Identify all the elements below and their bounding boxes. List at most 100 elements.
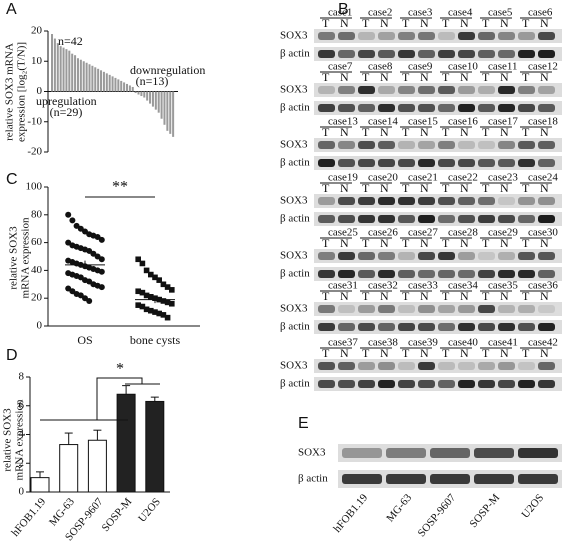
band bbox=[358, 86, 375, 94]
band bbox=[498, 141, 515, 149]
case-label: case10 bbox=[448, 61, 478, 73]
band bbox=[478, 323, 495, 331]
point bbox=[139, 260, 146, 267]
point bbox=[65, 211, 72, 218]
lane-label: T bbox=[362, 125, 370, 139]
lane-label: N bbox=[340, 181, 349, 195]
lane-label: N bbox=[380, 289, 389, 303]
lane-label: N bbox=[540, 16, 549, 30]
case-label: case19 bbox=[328, 172, 358, 184]
y-tick-label: 60 bbox=[31, 236, 43, 248]
bar bbox=[105, 73, 108, 92]
case-label: case37 bbox=[328, 337, 358, 349]
band bbox=[378, 215, 395, 223]
y-tick-label: 10 bbox=[31, 55, 43, 67]
band bbox=[458, 86, 475, 94]
lane-label: T bbox=[522, 70, 530, 84]
lane-label: T bbox=[402, 346, 410, 360]
band bbox=[338, 305, 355, 313]
band bbox=[478, 141, 495, 149]
lane-label: N bbox=[540, 236, 549, 250]
row-label: SOX3 bbox=[280, 250, 308, 262]
case-label: case9 bbox=[408, 61, 433, 73]
bar bbox=[116, 393, 136, 493]
band bbox=[318, 32, 335, 40]
bar bbox=[53, 38, 56, 92]
bar bbox=[100, 70, 103, 92]
band bbox=[438, 380, 455, 388]
bar bbox=[88, 64, 91, 92]
band bbox=[498, 362, 515, 370]
bar bbox=[91, 65, 94, 92]
annotation: (n=29) bbox=[50, 105, 83, 119]
bar bbox=[134, 91, 137, 94]
band bbox=[318, 323, 335, 331]
band bbox=[398, 50, 415, 58]
case-label: case2 bbox=[368, 7, 392, 19]
band bbox=[318, 380, 335, 388]
band bbox=[498, 380, 515, 388]
lane-label: N bbox=[460, 70, 469, 84]
band bbox=[438, 86, 455, 94]
band bbox=[418, 305, 435, 313]
annotation: n=42 bbox=[58, 34, 83, 48]
band bbox=[430, 448, 470, 458]
lane-label: T bbox=[522, 346, 530, 360]
y-tick-label: 100 bbox=[26, 181, 43, 193]
lane-label: T bbox=[442, 181, 450, 195]
lane-label: T bbox=[362, 289, 370, 303]
bar bbox=[146, 91, 149, 101]
band bbox=[498, 252, 515, 260]
band bbox=[498, 323, 515, 331]
band bbox=[518, 380, 535, 388]
y-axis-label: relative SOX3 mRNA bbox=[4, 43, 16, 141]
bar bbox=[56, 43, 59, 92]
case-label: case24 bbox=[528, 172, 558, 184]
panel-label: B bbox=[338, 1, 349, 18]
case-label: case28 bbox=[448, 227, 478, 239]
band bbox=[458, 141, 475, 149]
row-label: β actin bbox=[280, 102, 310, 114]
band bbox=[478, 50, 495, 58]
bar bbox=[74, 55, 77, 92]
band bbox=[538, 362, 555, 370]
bar bbox=[51, 34, 54, 92]
lane-label: T bbox=[442, 346, 450, 360]
bar bbox=[120, 80, 123, 92]
bar bbox=[123, 82, 126, 92]
case-label: case11 bbox=[488, 61, 518, 73]
band bbox=[478, 362, 495, 370]
lane-label: T bbox=[402, 181, 410, 195]
band bbox=[378, 380, 395, 388]
case-label: case12 bbox=[528, 61, 558, 73]
case-label: case31 bbox=[328, 280, 358, 292]
x-tick-label: OS bbox=[77, 333, 92, 347]
band bbox=[358, 50, 375, 58]
panel-label: A bbox=[6, 1, 17, 18]
point bbox=[148, 271, 154, 278]
band bbox=[538, 197, 555, 205]
panel-label: E bbox=[298, 415, 309, 432]
row-label: SOX3 bbox=[280, 303, 308, 315]
band bbox=[318, 159, 335, 167]
band bbox=[438, 270, 455, 278]
bar bbox=[62, 47, 65, 92]
lane-label: N bbox=[460, 346, 469, 360]
y-tick-label: 4 bbox=[19, 428, 25, 440]
bar bbox=[160, 91, 163, 119]
lane-label: N bbox=[460, 236, 469, 250]
band bbox=[458, 323, 475, 331]
bar bbox=[59, 444, 79, 493]
row-label: β actin bbox=[280, 268, 310, 280]
lane-label: T bbox=[362, 236, 370, 250]
case-label: case33 bbox=[408, 280, 438, 292]
band bbox=[518, 305, 535, 313]
band bbox=[518, 197, 535, 205]
band bbox=[378, 86, 395, 94]
point bbox=[139, 303, 146, 310]
band bbox=[498, 50, 515, 58]
annotation: * bbox=[116, 361, 124, 378]
band bbox=[378, 159, 395, 167]
band bbox=[478, 32, 495, 40]
band bbox=[478, 197, 495, 205]
